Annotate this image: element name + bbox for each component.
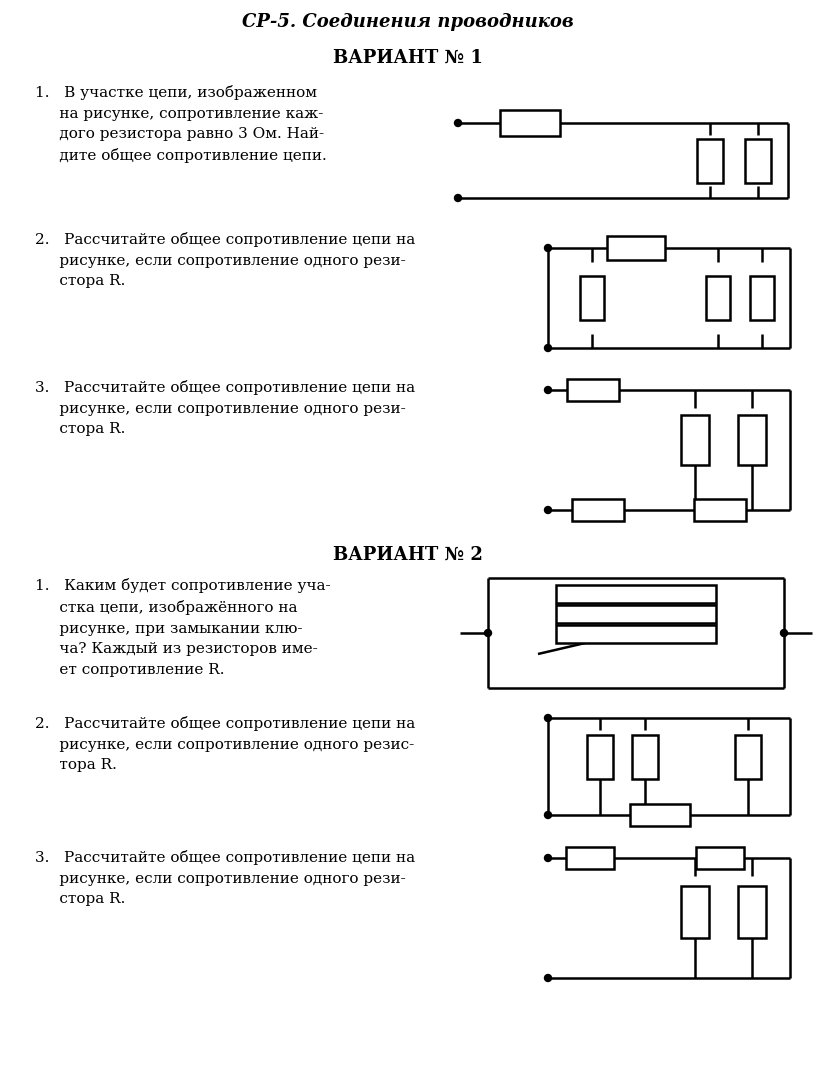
Bar: [630, 804, 690, 826]
Bar: [556, 626, 716, 643]
Text: 3.   Рассчитайте общее сопротивление цепи на
     рисунке, если сопротивление од: 3. Рассчитайте общее сопротивление цепи …: [35, 380, 415, 437]
Text: 3.   Рассчитайте общее сопротивление цепи на
     рисунке, если сопротивление од: 3. Рассчитайте общее сопротивление цепи …: [35, 850, 415, 906]
Text: 1.   В участке цепи, изображенном
     на рисунке, сопротивление каж-
     дого : 1. В участке цепи, изображенном на рисун…: [35, 85, 326, 163]
Circle shape: [544, 506, 552, 514]
Bar: [738, 886, 766, 938]
Circle shape: [544, 387, 552, 393]
Circle shape: [544, 855, 552, 861]
Text: 1.   Каким будет сопротивление уча-
     стка цепи, изображённого на
     рисунк: 1. Каким будет сопротивление уча- стка ц…: [35, 578, 330, 677]
Bar: [566, 847, 614, 869]
Circle shape: [455, 194, 462, 202]
Text: ВАРИАНТ № 2: ВАРИАНТ № 2: [333, 546, 483, 564]
Bar: [750, 276, 774, 320]
Circle shape: [544, 715, 552, 721]
Bar: [500, 110, 560, 136]
Bar: [738, 416, 766, 466]
Bar: [587, 735, 613, 779]
Bar: [556, 585, 716, 603]
Text: СР-5. Соединения проводников: СР-5. Соединения проводников: [242, 13, 574, 31]
Bar: [706, 276, 730, 320]
Circle shape: [544, 344, 552, 352]
Circle shape: [544, 244, 552, 252]
Bar: [580, 276, 604, 320]
Circle shape: [455, 119, 462, 126]
Bar: [556, 605, 716, 623]
Bar: [681, 886, 709, 938]
Bar: [681, 416, 709, 466]
Circle shape: [485, 630, 491, 636]
Bar: [697, 139, 723, 182]
Bar: [632, 735, 658, 779]
Circle shape: [780, 630, 787, 636]
Bar: [694, 498, 746, 521]
Bar: [607, 236, 665, 260]
Text: 2.   Рассчитайте общее сопротивление цепи на
     рисунке, если сопротивление од: 2. Рассчитайте общее сопротивление цепи …: [35, 232, 415, 288]
Text: ВАРИАНТ № 1: ВАРИАНТ № 1: [333, 49, 483, 67]
Circle shape: [544, 811, 552, 819]
Bar: [745, 139, 771, 182]
Text: 2.   Рассчитайте общее сопротивление цепи на
     рисунке, если сопротивление од: 2. Рассчитайте общее сопротивление цепи …: [35, 716, 415, 772]
Bar: [567, 379, 619, 401]
Bar: [572, 498, 624, 521]
Bar: [696, 847, 744, 869]
Bar: [735, 735, 761, 779]
Circle shape: [544, 974, 552, 982]
